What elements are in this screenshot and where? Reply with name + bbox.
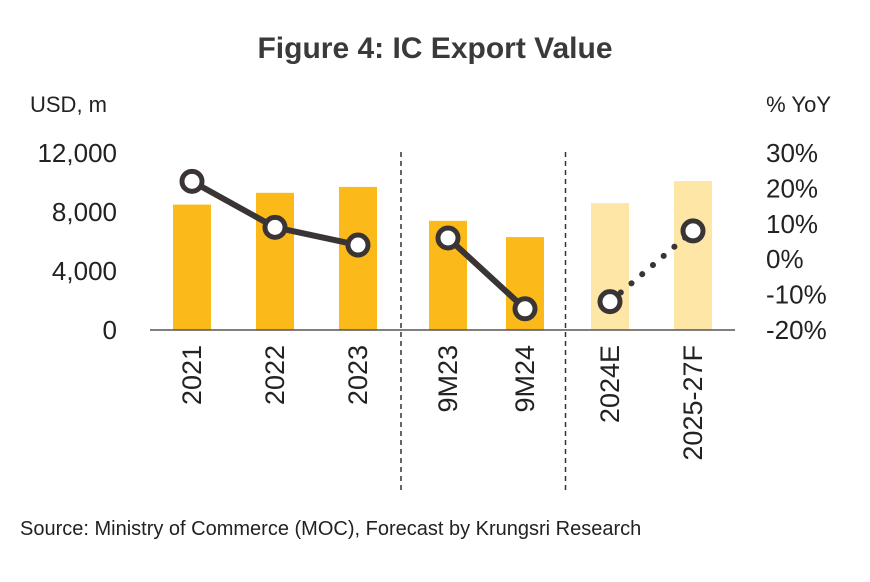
yoy-point	[512, 296, 538, 322]
yoy-line-segment	[607, 227, 696, 305]
source-note: Source: Ministry of Commerce (MOC), Fore…	[20, 518, 641, 540]
bar	[674, 181, 712, 330]
right-tick-label: 0%	[766, 244, 804, 274]
bar	[256, 192, 294, 330]
category-label: 2025-27F	[678, 345, 708, 461]
right-tick-label: 20%	[766, 173, 818, 203]
chart-title: Figure 4: IC Export Value	[257, 32, 612, 65]
yoy-line-segment	[272, 224, 361, 249]
category-label: 2023	[343, 345, 373, 405]
category-label: 9M23	[433, 345, 463, 413]
yoy-line-segment	[189, 178, 278, 231]
left-tick-label: 8,000	[52, 197, 117, 227]
left-tick-label: 4,000	[52, 256, 117, 286]
bar	[173, 204, 211, 330]
right-axis-unit-label: % YoY	[766, 92, 831, 117]
left-tick-label: 0	[103, 315, 117, 345]
yoy-point	[680, 218, 706, 244]
category-label: 2024E	[595, 345, 625, 423]
left-axis-unit-label: USD, m	[30, 92, 107, 117]
yoy-point	[262, 214, 288, 240]
yoy-point	[179, 168, 205, 194]
yoy-point	[345, 232, 371, 258]
right-tick-label: 10%	[766, 209, 818, 239]
category-label: 2021	[177, 345, 207, 405]
yoy-line-segment	[445, 234, 528, 312]
category-label: 9M24	[510, 345, 540, 413]
left-tick-label: 12,000	[37, 138, 117, 168]
right-tick-label: 30%	[766, 138, 818, 168]
yoy-point	[435, 225, 461, 251]
right-tick-label: -20%	[766, 315, 827, 345]
right-tick-label: -10%	[766, 280, 827, 310]
bar	[339, 186, 377, 330]
category-label: 2022	[260, 345, 290, 405]
yoy-point	[597, 289, 623, 315]
